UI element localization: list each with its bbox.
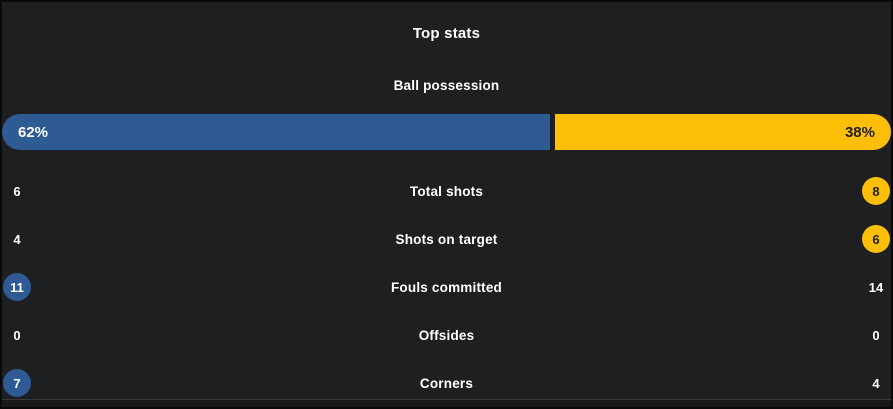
possession-away-value: 38%: [844, 123, 875, 141]
stat-label: Offsides: [418, 327, 475, 343]
possession-label: Ball possession: [393, 78, 500, 93]
away-stat-value: 14: [868, 279, 884, 295]
page-title: Top stats: [412, 25, 481, 42]
away-stat-value: 4: [872, 375, 880, 391]
home-stat-value: 6: [13, 183, 21, 199]
stat-row: 11 Fouls committed 14: [0, 263, 893, 311]
section-divider: [0, 399, 893, 409]
stat-label: Total shots: [409, 183, 484, 199]
home-stat-value: 11: [3, 273, 31, 301]
possession-away-segment: 38%: [555, 114, 891, 150]
away-stat-value: 6: [862, 225, 890, 253]
stats-list: 6 Total shots 8 4 Shots on target 6 11 F…: [0, 167, 893, 407]
stat-label: Corners: [419, 375, 474, 391]
home-stat-value: 7: [3, 369, 31, 397]
away-stat-value: 8: [862, 177, 890, 205]
home-stat-value: 0: [13, 327, 21, 343]
stat-label: Shots on target: [395, 231, 498, 247]
stat-row: 4 Shots on target 6: [0, 215, 893, 263]
stat-label: Fouls committed: [390, 279, 502, 295]
stat-row: 6 Total shots 8: [0, 167, 893, 215]
away-stat-value: 0: [872, 327, 880, 343]
possession-home-segment: 62%: [2, 114, 551, 150]
stat-row: 7 Corners 4: [0, 359, 893, 407]
home-stat-value: 4: [13, 231, 21, 247]
stat-row: 0 Offsides 0: [0, 311, 893, 359]
possession-home-value: 62%: [18, 123, 49, 141]
possession-bar: 62% 38%: [2, 114, 891, 150]
